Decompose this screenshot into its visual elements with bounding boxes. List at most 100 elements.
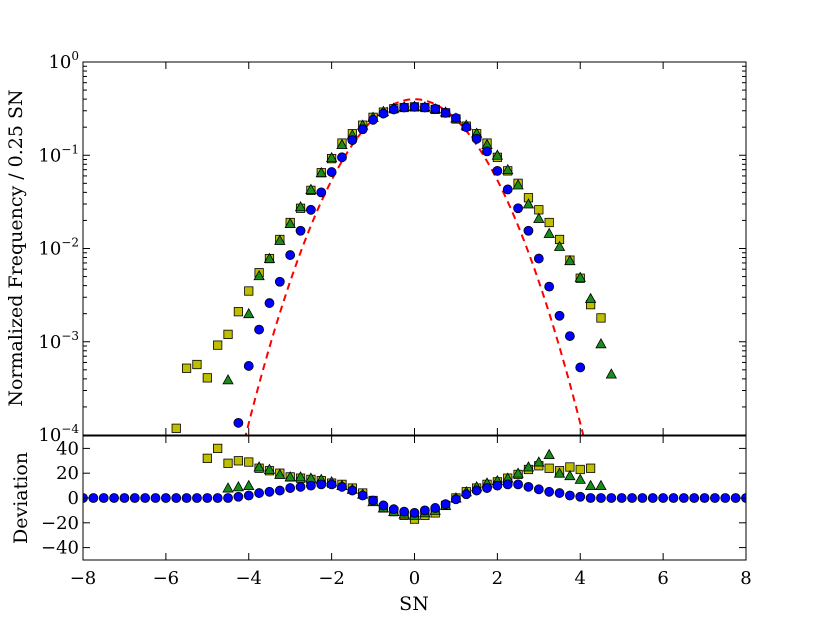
bottom-y-tick-label: −40 xyxy=(41,538,79,559)
bottom-triangle-point xyxy=(243,479,255,491)
top-circle-point xyxy=(378,108,389,119)
bottom-circle-point xyxy=(689,493,700,503)
top-circle-point xyxy=(388,104,399,115)
top-circle-point xyxy=(264,298,275,308)
top-triangle-point xyxy=(243,307,255,319)
top-circle-point xyxy=(471,133,482,144)
top-circle-point xyxy=(554,310,565,321)
bottom-triangle-point xyxy=(263,463,276,474)
top-circle-point xyxy=(461,122,472,133)
bottom-circle-point xyxy=(668,493,679,503)
bottom-circle-point xyxy=(368,495,378,506)
bottom-circle-point xyxy=(606,493,617,503)
bottom-circle-point xyxy=(264,486,275,497)
bottom-triangle-point xyxy=(253,461,265,472)
bottom-circle-point xyxy=(119,493,130,503)
top-circle-point xyxy=(523,225,534,236)
top-circle-point xyxy=(243,361,254,371)
bottom-circle-point xyxy=(409,507,420,518)
top-circle-point xyxy=(492,165,503,176)
top-y-axis-label: Normalized Frequency / 0.25 SN xyxy=(5,89,27,406)
bottom-triangle-point xyxy=(274,468,286,479)
bottom-circle-point xyxy=(637,493,648,503)
top-y-ticks: 100 10−1 10−2 10−3 10−4 xyxy=(38,49,747,446)
bottom-circle-point xyxy=(171,493,182,503)
bottom-circle-point xyxy=(440,499,451,510)
bottom-circle-point xyxy=(430,503,441,513)
top-square-point xyxy=(596,313,606,323)
top-triangle-point xyxy=(315,166,327,178)
bottom-circle-point xyxy=(658,493,669,503)
bottom-circle-point xyxy=(533,484,544,495)
bottom-circle-point xyxy=(678,493,689,503)
x-tick-label: −2 xyxy=(318,568,345,589)
top-y-tick-label: 10−1 xyxy=(38,142,79,166)
x-tick-label: −8 xyxy=(70,568,97,589)
top-triangle-point xyxy=(253,269,265,281)
bottom-circle-point xyxy=(98,493,109,503)
bottom-triangle-point xyxy=(222,482,234,493)
bottom-circle-point xyxy=(140,493,151,503)
bottom-circle-point xyxy=(192,493,202,503)
bottom-circle-point xyxy=(730,493,741,503)
top-triangle-point xyxy=(512,179,524,190)
top-circle-point xyxy=(440,107,451,118)
bottom-circle-point xyxy=(616,493,627,503)
top-square-point xyxy=(171,423,181,433)
top-square-point xyxy=(244,286,254,296)
top-circle-point xyxy=(513,203,523,214)
bottom-circle-point xyxy=(378,500,389,511)
bottom-circle-point xyxy=(306,480,316,491)
bottom-triangle-point xyxy=(232,481,245,492)
bottom-square-point xyxy=(544,463,554,473)
top-circle-point xyxy=(399,102,410,113)
bottom-square-point xyxy=(244,457,254,467)
bottom-circle-point xyxy=(254,488,265,498)
bottom-y-tick-label: 20 xyxy=(56,463,79,484)
top-triangle-point xyxy=(533,212,545,223)
bottom-circle-point xyxy=(109,493,119,503)
bottom-square-point xyxy=(575,464,585,475)
bottom-circle-point xyxy=(720,493,731,503)
top-triangle-point xyxy=(522,198,535,209)
bottom-circle-point xyxy=(347,485,358,496)
top-y-tick-label: 10−4 xyxy=(38,422,79,446)
bottom-square-point xyxy=(586,463,596,473)
top-circle-point xyxy=(306,204,316,215)
bottom-y-tick-label: −20 xyxy=(41,513,79,534)
top-y-tick-label: 100 xyxy=(48,49,79,73)
x-tick-label: −6 xyxy=(153,568,180,589)
bottom-circle-point xyxy=(482,483,492,493)
bottom-circle-point xyxy=(575,491,586,502)
bottom-square-point xyxy=(233,456,243,466)
bottom-triangle-point xyxy=(294,471,307,482)
bottom-circle-point xyxy=(223,493,233,503)
top-square-point xyxy=(213,340,223,350)
top-circle-point xyxy=(254,324,265,335)
top-circle-point xyxy=(337,152,347,163)
top-circle-point xyxy=(419,102,430,113)
x-tick-label: 4 xyxy=(575,568,586,589)
bottom-circle-point xyxy=(202,493,213,503)
top-triangle-point xyxy=(294,200,307,212)
top-circle-point xyxy=(233,417,244,428)
top-y-tick-label: 10−2 xyxy=(38,236,79,260)
top-y-tick-label: 10−3 xyxy=(38,329,79,353)
bottom-circle-point xyxy=(502,479,513,490)
bottom-circle-point xyxy=(274,485,285,496)
bottom-square-point xyxy=(223,458,233,468)
top-circle-point xyxy=(564,331,575,341)
bottom-circle-point xyxy=(564,490,575,501)
top-square-point xyxy=(233,307,243,317)
top-circle-point xyxy=(326,167,337,177)
top-triangle-point xyxy=(553,240,566,251)
top-circle-point xyxy=(502,184,513,195)
top-circle-point xyxy=(544,281,555,292)
bottom-circle-point xyxy=(181,493,192,503)
top-triangle-point xyxy=(584,292,597,304)
bottom-circle-point xyxy=(627,493,637,503)
top-circle-point xyxy=(451,113,461,124)
reference-curve-line xyxy=(244,98,585,435)
